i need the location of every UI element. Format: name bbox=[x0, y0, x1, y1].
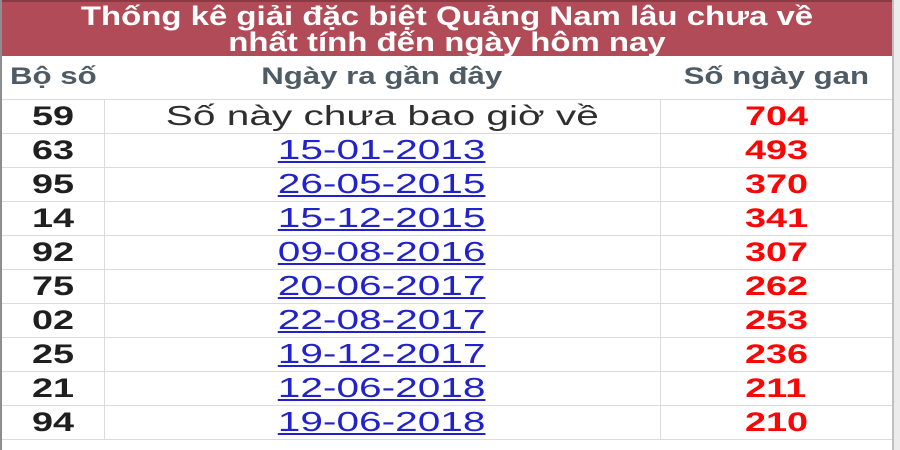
gan-statistics-table: Bộ số Ngày ra gần đây Số ngày gan 59 Số … bbox=[2, 56, 892, 440]
cell-number: 92 bbox=[2, 235, 105, 270]
days-gan-value: 370 bbox=[744, 168, 808, 199]
days-gan-value: 236 bbox=[744, 338, 808, 369]
title-line-1: Thống kê giải đặc biệt Quảng Nam lâu chư… bbox=[80, 1, 814, 31]
date-link[interactable]: 12-06-2018 bbox=[278, 372, 486, 403]
date-link[interactable]: 15-12-2015 bbox=[278, 202, 486, 233]
table-row: 02 22-08-2017 253 bbox=[2, 303, 892, 338]
cell-days-gan: 370 bbox=[660, 167, 892, 202]
number-value: 02 bbox=[31, 304, 74, 335]
cell-last-date: 12-06-2018 bbox=[104, 371, 661, 406]
table-row: 75 20-06-2017 262 bbox=[2, 269, 892, 304]
cell-last-date: 15-12-2015 bbox=[104, 201, 661, 236]
date-link[interactable]: 20-06-2017 bbox=[278, 270, 486, 301]
cell-number: 94 bbox=[2, 405, 105, 440]
cell-days-gan: 341 bbox=[660, 201, 892, 236]
date-link[interactable]: 22-08-2017 bbox=[278, 304, 486, 335]
table-row: 59 Số này chưa bao giờ về 704 bbox=[2, 99, 892, 134]
number-value: 75 bbox=[31, 270, 74, 301]
column-header-days-gan: Số ngày gan bbox=[660, 56, 892, 100]
table-row: 92 09-08-2016 307 bbox=[2, 235, 892, 270]
cell-last-date: 09-08-2016 bbox=[104, 235, 661, 270]
cell-days-gan: 704 bbox=[660, 99, 892, 134]
days-gan-value: 341 bbox=[744, 202, 808, 233]
cell-days-gan: 210 bbox=[660, 405, 892, 440]
cell-number: 95 bbox=[2, 167, 105, 202]
cell-last-date: 19-06-2018 bbox=[104, 405, 661, 440]
days-gan-value: 262 bbox=[744, 270, 808, 301]
cell-number: 25 bbox=[2, 337, 105, 372]
cell-last-date: 22-08-2017 bbox=[104, 303, 661, 338]
table-header-row: Bộ số Ngày ra gần đây Số ngày gan bbox=[2, 56, 892, 100]
number-value: 92 bbox=[31, 236, 74, 267]
cell-days-gan: 236 bbox=[660, 337, 892, 372]
table-row: 25 19-12-2017 236 bbox=[2, 337, 892, 372]
table-row: 14 15-12-2015 341 bbox=[2, 201, 892, 236]
title-line-2: nhất tính đến ngày hôm nay bbox=[228, 27, 666, 57]
date-link[interactable]: 15-01-2013 bbox=[278, 134, 486, 165]
page-title: Thống kê giải đặc biệt Quảng Nam lâu chư… bbox=[2, 0, 892, 56]
never-appeared-text: Số này chưa bao giờ về bbox=[165, 100, 599, 131]
number-value: 21 bbox=[31, 372, 74, 403]
cell-last-date: 20-06-2017 bbox=[104, 269, 661, 304]
cell-days-gan: 253 bbox=[660, 303, 892, 338]
number-value: 95 bbox=[31, 168, 74, 199]
cell-number: 59 bbox=[2, 99, 105, 134]
cell-days-gan: 493 bbox=[660, 133, 892, 168]
cell-days-gan: 307 bbox=[660, 235, 892, 270]
table-row: 21 12-06-2018 211 bbox=[2, 371, 892, 406]
column-header-last-date: Ngày ra gần đây bbox=[104, 56, 660, 100]
cell-number: 21 bbox=[2, 371, 105, 406]
days-gan-value: 253 bbox=[744, 304, 808, 335]
table-row: 94 19-06-2018 210 bbox=[2, 405, 892, 440]
column-header-number: Bộ số bbox=[2, 56, 104, 100]
cell-days-gan: 262 bbox=[660, 269, 892, 304]
days-gan-value: 704 bbox=[744, 100, 808, 131]
cell-number: 02 bbox=[2, 303, 105, 338]
cell-days-gan: 211 bbox=[660, 371, 892, 406]
table-row: 63 15-01-2013 493 bbox=[2, 133, 892, 168]
date-link[interactable]: 19-12-2017 bbox=[278, 338, 486, 369]
date-link[interactable]: 26-05-2015 bbox=[278, 168, 486, 199]
date-link[interactable]: 19-06-2018 bbox=[278, 406, 486, 437]
number-value: 63 bbox=[31, 134, 74, 165]
days-gan-value: 210 bbox=[744, 406, 808, 437]
table-row: 95 26-05-2015 370 bbox=[2, 167, 892, 202]
cell-last-date: 26-05-2015 bbox=[104, 167, 661, 202]
number-value: 94 bbox=[31, 406, 74, 437]
number-value: 59 bbox=[31, 100, 74, 131]
cell-last-date: 19-12-2017 bbox=[104, 337, 661, 372]
cell-last-date: 15-01-2013 bbox=[104, 133, 661, 168]
cell-last-date: Số này chưa bao giờ về bbox=[104, 99, 661, 134]
number-value: 14 bbox=[31, 202, 74, 233]
cell-number: 14 bbox=[2, 201, 105, 236]
days-gan-value: 307 bbox=[744, 236, 808, 267]
number-value: 25 bbox=[31, 338, 74, 369]
days-gan-value: 211 bbox=[745, 372, 807, 403]
cell-number: 63 bbox=[2, 133, 105, 168]
date-link[interactable]: 09-08-2016 bbox=[278, 236, 486, 267]
days-gan-value: 493 bbox=[744, 134, 808, 165]
cell-number: 75 bbox=[2, 269, 105, 304]
